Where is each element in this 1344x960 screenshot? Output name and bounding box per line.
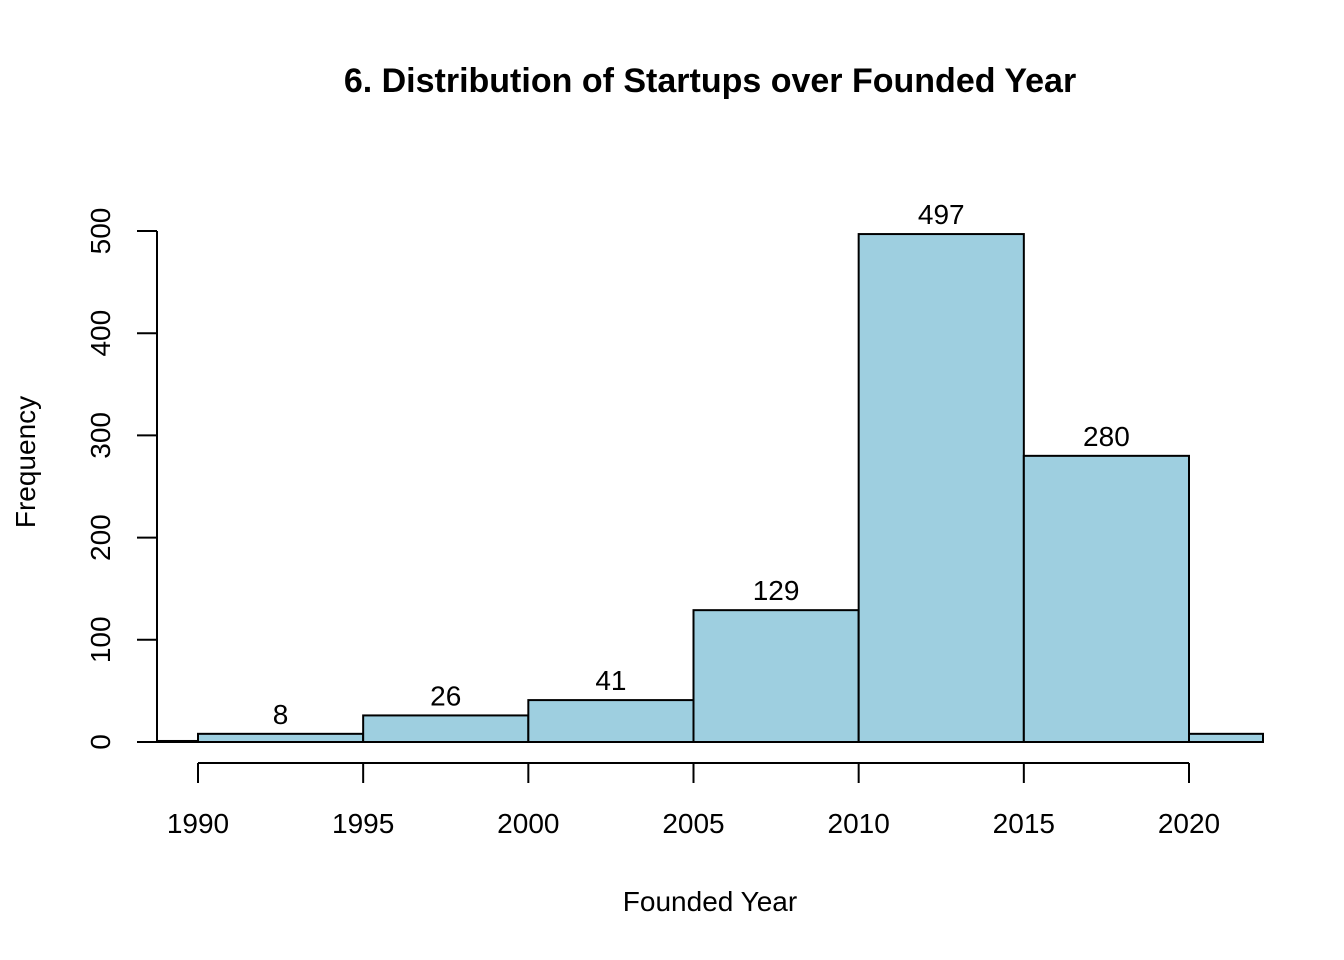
bar-labels-group: 8 26 41 129 497 280 bbox=[273, 199, 1130, 730]
histogram-bar-0 bbox=[156, 739, 199, 744]
y-tick-label: 400 bbox=[85, 310, 116, 357]
x-tick-label: 2015 bbox=[993, 808, 1055, 839]
x-axis-label: Founded Year bbox=[623, 886, 797, 917]
y-tick-label: 300 bbox=[85, 412, 116, 459]
x-axis: 1990 1995 2000 2005 2010 2015 2020 bbox=[167, 762, 1220, 839]
y-axis: 0 100 200 300 400 500 bbox=[85, 208, 158, 750]
histogram-bar-4 bbox=[692, 609, 860, 743]
bar-value-label: 41 bbox=[595, 665, 626, 696]
bar-value-label: 497 bbox=[918, 199, 965, 230]
y-tick-label: 0 bbox=[85, 734, 116, 750]
histogram-bar-7 bbox=[1188, 732, 1264, 743]
x-tick-label: 2010 bbox=[828, 808, 890, 839]
x-tick-label: 2005 bbox=[662, 808, 724, 839]
x-tick-label: 1995 bbox=[332, 808, 394, 839]
x-tick-label: 2020 bbox=[1158, 808, 1220, 839]
histogram-bar-2 bbox=[362, 714, 530, 743]
histogram-bar-6 bbox=[1022, 454, 1190, 743]
chart-title: 6. Distribution of Startups over Founded… bbox=[344, 62, 1076, 100]
bar-value-label: 26 bbox=[430, 680, 461, 711]
histogram-bar-5 bbox=[857, 233, 1025, 743]
y-axis-label: Frequency bbox=[10, 396, 41, 528]
x-tick-label: 2000 bbox=[497, 808, 559, 839]
y-tick-label: 100 bbox=[85, 616, 116, 663]
y-tick-label: 200 bbox=[85, 514, 116, 561]
bar-value-label: 280 bbox=[1083, 421, 1130, 452]
histogram-bar-1 bbox=[197, 732, 365, 743]
bar-value-label: 8 bbox=[273, 699, 289, 730]
y-tick-label: 500 bbox=[85, 208, 116, 255]
bar-value-label: 129 bbox=[753, 575, 800, 606]
bars-group bbox=[156, 233, 1264, 744]
histogram-bar-3 bbox=[527, 699, 695, 744]
x-tick-label: 1990 bbox=[167, 808, 229, 839]
